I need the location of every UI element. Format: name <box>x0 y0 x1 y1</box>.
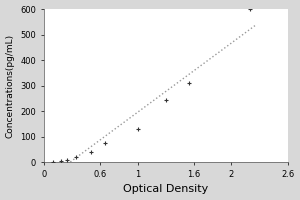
Point <box>163 98 168 101</box>
X-axis label: Optical Density: Optical Density <box>123 184 208 194</box>
Point <box>135 127 140 131</box>
Point <box>58 159 63 163</box>
Point <box>248 7 253 11</box>
Point <box>88 150 93 154</box>
Y-axis label: Concentrations(pg/mL): Concentrations(pg/mL) <box>6 34 15 138</box>
Point <box>187 81 192 85</box>
Point <box>51 161 56 164</box>
Point <box>65 158 70 161</box>
Point <box>102 142 107 145</box>
Point <box>74 156 79 159</box>
